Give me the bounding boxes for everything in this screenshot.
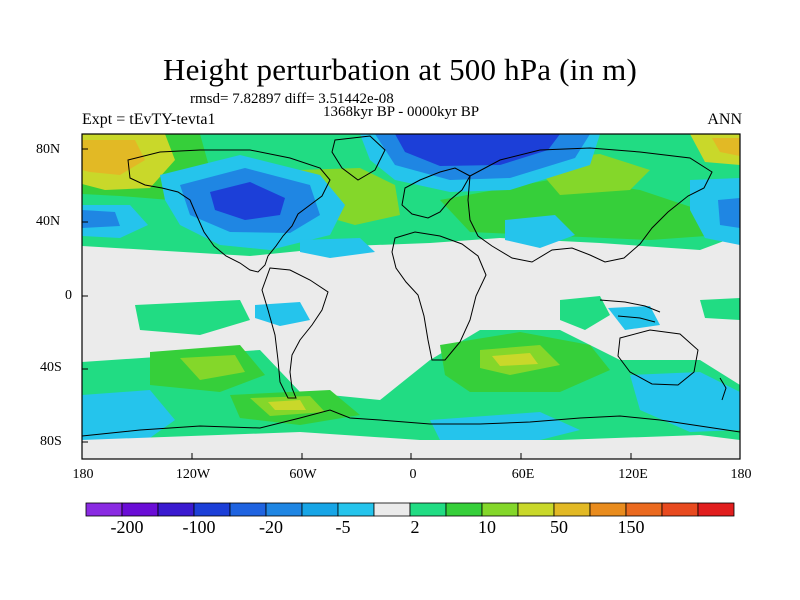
colorbar-swatch [337,502,375,517]
colorbar-swatch [85,502,123,517]
colorbar-swatch [157,502,195,517]
contour-neutral-antarctic [82,432,740,459]
colorbar-swatch [121,502,159,517]
contour-orange-ne [712,138,740,156]
x-tick-0: 0 [409,467,417,482]
colorbar-swatch [589,502,627,517]
colorbar-swatch [193,502,231,517]
colorbar [85,502,735,517]
y-tick-0: 0 [65,288,72,303]
contour-field [82,134,740,459]
y-tick-80s: 80S [40,434,62,449]
x-tick-60e: 60E [511,467,535,482]
contour-lightblue-southpac [82,390,175,445]
coastline-new-zealand [719,377,727,401]
colorbar-label: -100 [182,517,216,537]
contour-orange-alaska [82,140,145,175]
coastline-greenland [331,135,386,181]
coastline-antarctica [82,409,740,437]
contour-lightblue-eu [300,238,375,258]
coastline-indonesia [599,299,661,323]
colorbar-swatch [409,502,447,517]
contour-yellowgreen-south [180,355,245,380]
stats-line: rmsd= 7.82897 diff= 3.51442e-08 [190,91,394,107]
map-ticks [81,148,741,459]
contour-lightblue-tropic [608,306,660,330]
contour-darkblue-america [210,182,285,220]
coastline-north-america [127,149,331,273]
coastline-asia [467,147,713,263]
x-tick-120w: 120W [175,467,211,482]
colorbar-swatch [553,502,591,517]
colorbar-swatch [481,502,519,517]
contour-lightblue-asia [505,215,575,248]
coastline-africa [391,231,487,361]
contour-lightblue-antarctic [430,412,580,445]
chart-title: Height perturbation at 500 hPa (in m) [162,52,638,87]
coastline-australia [617,329,699,386]
coastlines [82,135,740,437]
period-label: 1368kyr BP - 0000kyr BP [323,104,480,120]
contour-lightblue-pacific [690,178,740,245]
contour-yellow-south [492,353,538,366]
contour-midblue-west [82,210,120,228]
x-tick-120e: 120E [618,467,648,482]
colorbar-swatch [445,502,483,517]
experiment-label: Expt = tEvTY-tevta1 [82,111,216,128]
colorbar-label: -200 [110,517,144,537]
y-tick-40n: 40N [36,214,61,229]
x-tick-60w: 60W [289,467,317,482]
x-tick-180e: 180 [730,467,752,482]
coastline-europe [401,167,471,219]
colorbar-swatch [301,502,339,517]
colorbar-swatch [697,502,735,517]
coastline-south-america [261,267,329,399]
colorbar-label: -20 [259,517,283,537]
colorbar-swatch [661,502,699,517]
season-label: ANN [707,111,742,128]
colorbar-label: 150 [617,517,645,537]
colorbar-swatch [265,502,303,517]
y-tick-80n: 80N [36,142,61,157]
contour-yellow-south [268,400,306,410]
contour-lightblue-tropic [255,302,310,326]
colorbar-label: -5 [335,517,351,537]
y-tick-40s: 40S [40,360,62,375]
contour-green-tropic [560,296,610,330]
colorbar-label: 50 [550,517,568,537]
x-tick-180w: 180 [72,467,94,482]
colorbar-swatch [229,502,267,517]
contour-green-tropic [700,298,740,320]
contour-lightblue-southpac [630,372,740,432]
colorbar-swatch [625,502,663,517]
contour-darkblue-arctic [395,134,560,166]
colorbar-swatch [373,502,411,517]
colorbar-label: 2 [410,517,420,537]
contour-midblue-pacific [718,198,740,228]
colorbar-swatch [517,502,555,517]
colorbar-label: 10 [478,517,496,537]
contour-green-tropic [135,300,250,335]
